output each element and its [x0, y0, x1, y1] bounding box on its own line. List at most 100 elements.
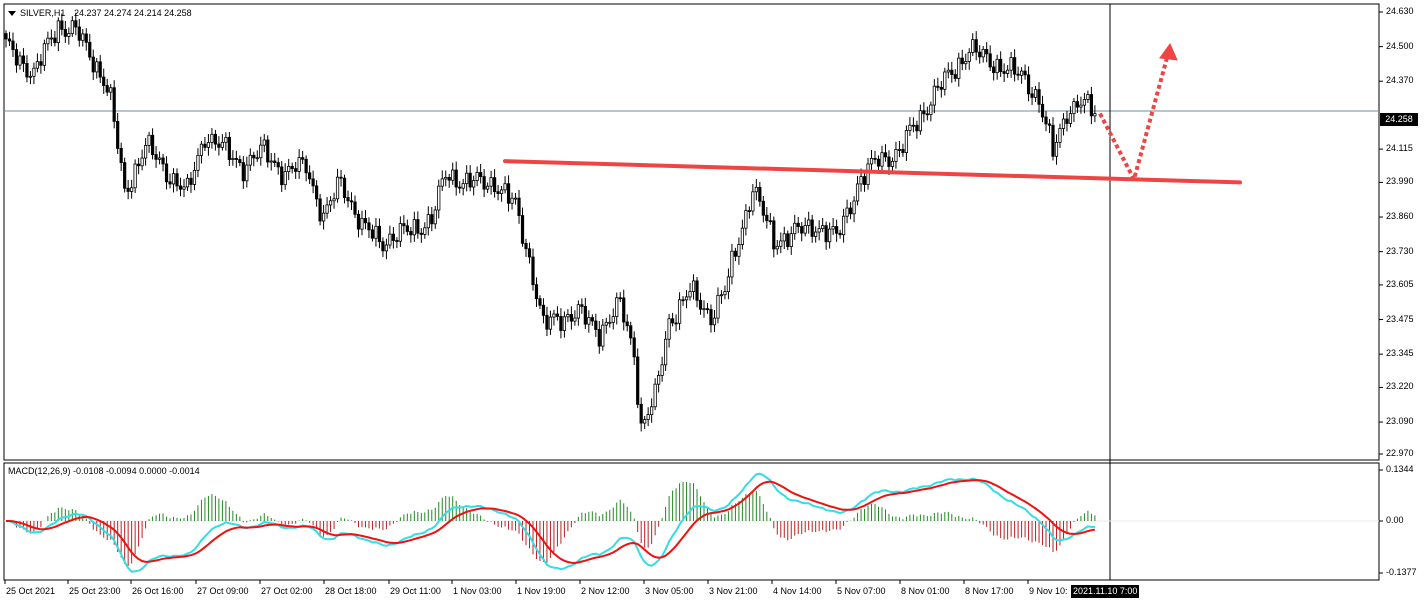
candle-body-bull — [451, 169, 455, 181]
chart-menu-triangle-icon[interactable] — [8, 11, 16, 16]
candle-body-bull — [49, 37, 53, 40]
candle-body-bull — [566, 314, 570, 318]
candle-body-bull — [472, 180, 476, 188]
candle-body-bull — [67, 33, 71, 37]
x-tick-label: 3 Nov 21:00 — [709, 586, 758, 596]
candle-body-bull — [206, 142, 211, 148]
candle-body-bull — [740, 227, 744, 245]
candle-body-bear — [492, 177, 497, 193]
candle-body-bear — [154, 154, 158, 160]
candle-body-bull — [143, 145, 148, 159]
candle-body-bear — [974, 39, 978, 53]
candle-body-bear — [402, 223, 406, 227]
candle-body-bear — [1030, 93, 1034, 98]
candle-body-bull — [691, 280, 696, 292]
candle-body-bull — [1019, 70, 1024, 76]
candle-body-bear — [1037, 89, 1041, 105]
x-tick-label: 25 Oct 2021 — [6, 586, 56, 596]
candle-body-bull — [489, 177, 493, 187]
candle-body-bear — [681, 299, 685, 302]
candle-body-bull — [224, 137, 228, 143]
candle-body-bull — [42, 43, 46, 66]
candle-body-bull — [828, 228, 832, 243]
y-tick-label: 23.345 — [1386, 348, 1414, 359]
candle-body-bear — [189, 177, 193, 185]
candle-body-bear — [978, 51, 982, 58]
candle-body-bull — [46, 37, 50, 45]
candle-body-bull — [283, 171, 287, 186]
candle-body-bear — [876, 158, 881, 167]
candle-body-bull — [328, 200, 333, 206]
macd-main-line — [5, 472, 1095, 573]
candle-body-bear — [939, 86, 943, 90]
candle-body-bear — [175, 173, 179, 187]
candle-body-bull — [28, 75, 33, 78]
candle-body-bear — [555, 313, 560, 317]
candle-body-bear — [1089, 94, 1093, 117]
candle-body-bull — [35, 61, 40, 69]
y-tick-label: 23.860 — [1386, 211, 1414, 222]
candle-body-bull — [643, 419, 647, 424]
candle-body-bear — [294, 168, 298, 172]
candle-body-bull — [723, 291, 727, 296]
macd-label: MACD(12,26,9) -0.0108 -0.0094 0.0000 -0.… — [8, 466, 200, 476]
candle-body-bull — [702, 308, 706, 311]
x-tick-label: 3 Nov 05:00 — [645, 586, 694, 596]
y-tick-label: 24.500 — [1386, 40, 1414, 51]
candle-body-bear — [318, 198, 322, 222]
candle-body-bull — [995, 58, 999, 74]
candle-body-bear — [705, 308, 710, 311]
candle-body-bear — [252, 154, 256, 159]
candle-body-bear — [639, 403, 643, 424]
candle-body-bull — [297, 157, 301, 172]
candle-body-bear — [758, 186, 762, 202]
candle-body-bull — [440, 178, 444, 187]
candle-body-bull — [269, 160, 273, 163]
candle-body-bear — [636, 356, 640, 405]
candle-body-bull — [321, 212, 326, 222]
candle-body-bull — [133, 163, 137, 189]
candle-body-bear — [479, 172, 483, 177]
candle-body-bull — [196, 154, 200, 171]
candle-body-bear — [936, 85, 940, 88]
candle-body-bull — [287, 165, 291, 172]
candle-body-bear — [119, 148, 123, 163]
candle-body-bear — [1016, 73, 1020, 76]
candle-body-bull — [248, 154, 252, 166]
x-tick-label: 4 Nov 14:00 — [773, 586, 822, 596]
symbol-label: SILVER,H1 — [20, 8, 66, 18]
candle-body-bull — [650, 406, 654, 416]
candle-body-bull — [335, 176, 340, 200]
candle-body-bear — [315, 185, 319, 200]
candle-body-bull — [374, 225, 378, 239]
candle-body-bull — [897, 148, 902, 151]
candle-body-bear — [304, 158, 308, 174]
candle-body-bull — [1079, 104, 1083, 108]
candle-body-bear — [796, 222, 800, 227]
candle-body-bull — [1082, 99, 1087, 106]
x-tick-label: 28 Oct 18:00 — [325, 586, 377, 596]
candle-body-bear — [356, 213, 361, 230]
current-time-tag: 2021.11.10 7:00 — [1071, 585, 1140, 598]
candle-body-bull — [946, 69, 950, 73]
y-tick-label: 23.605 — [1386, 278, 1414, 289]
candle-body-bull — [852, 200, 856, 215]
candle-body-bull — [831, 226, 835, 230]
candle-body-bear — [506, 183, 511, 204]
candle-body-bull — [855, 183, 860, 202]
candle-body-bull — [646, 414, 650, 420]
candle-body-bull — [653, 383, 657, 408]
x-tick-label: 8 Nov 17:00 — [965, 586, 1014, 596]
candle-body-bear — [674, 322, 678, 325]
candle-body-bear — [301, 157, 305, 160]
ohlc-values: 24.237 24.274 24.214 24.258 — [74, 8, 192, 18]
x-tick-label: 27 Oct 02:00 — [261, 586, 313, 596]
candle-body-bull — [842, 215, 846, 236]
candle-body-bear — [580, 304, 584, 307]
candle-body-bear — [370, 229, 375, 239]
candle-body-bull — [210, 133, 214, 143]
candle-body-bear — [409, 231, 413, 236]
candle-body-bull — [444, 176, 448, 180]
